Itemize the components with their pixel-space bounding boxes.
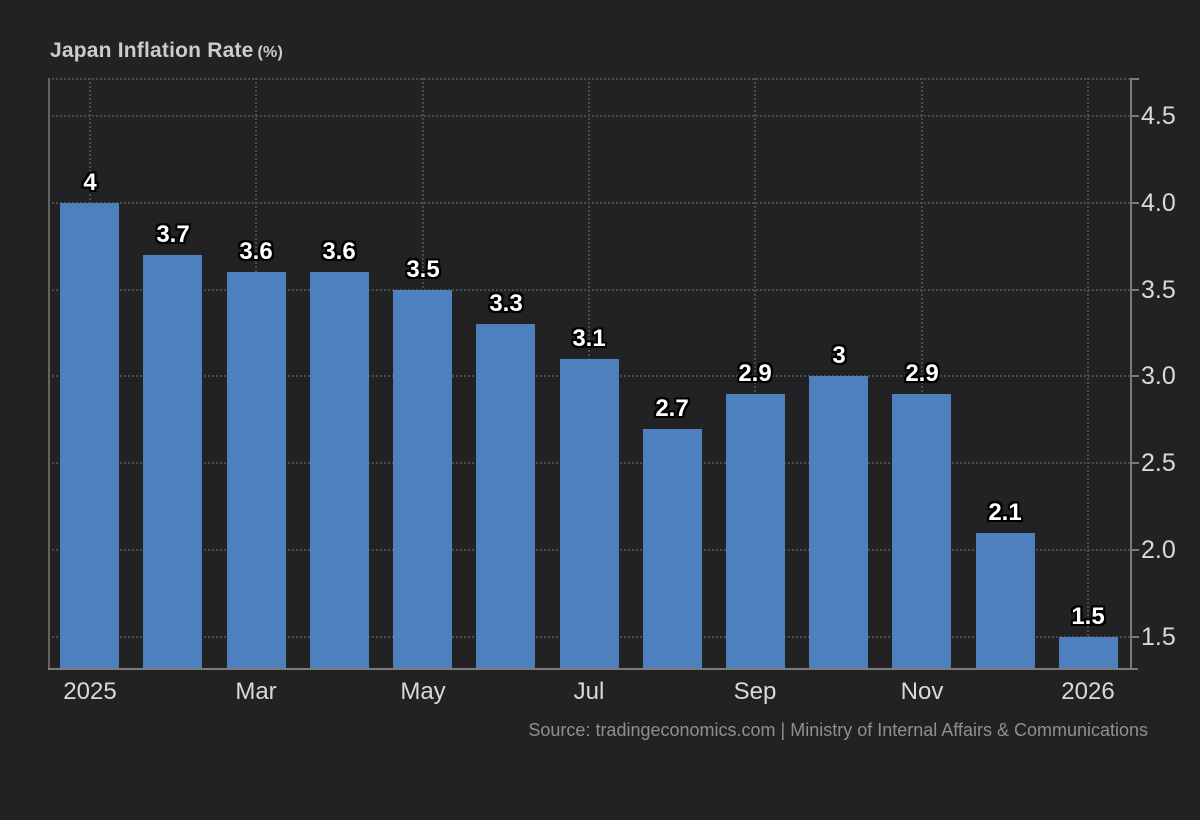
bar[interactable] [726,394,785,668]
bar[interactable] [227,272,286,668]
plot-left-border [48,78,50,668]
bar-value-label: 1.5 [1071,603,1105,630]
bar-value-label: 2.1 [988,499,1022,526]
bar-value-label: 2.9 [738,360,772,387]
y-axis-label: 4.5 [1141,102,1176,130]
y-axis-tick [1130,202,1139,204]
chart-title-text: Japan Inflation Rate [50,39,254,62]
chart-title-unit: (%) [257,44,284,61]
bar-value-label: 3.5 [406,256,440,283]
y-axis-label: 2.0 [1141,536,1176,564]
y-axis-label: 1.5 [1141,623,1176,651]
x-gridline [921,78,923,668]
y-axis-label: 2.5 [1141,449,1176,477]
bar-value-label: 2.9 [905,360,939,387]
chart-title: Japan Inflation Rate (%) [50,39,283,63]
y-axis-tick [1130,549,1139,551]
bar-value-label: 3 [832,342,846,369]
bar[interactable] [976,533,1035,668]
bar-value-label: 3.7 [156,221,190,248]
bar-value-label: 3.6 [239,238,273,265]
bar[interactable] [1059,637,1118,668]
x-axis-line [48,668,1138,670]
y-axis-label: 3.5 [1141,276,1176,304]
bar-value-label: 3.3 [489,290,523,317]
bar[interactable] [310,272,369,668]
bar-value-label: 4 [83,169,97,196]
bar[interactable] [809,376,868,668]
y-axis-tick [1130,115,1139,117]
y-axis-end-tick [1130,78,1139,80]
bar[interactable] [60,203,119,668]
x-axis-label: Nov [900,678,944,705]
x-gridline [754,78,756,668]
y-axis-label: 3.0 [1141,362,1176,390]
source-attribution: Source: tradingeconomics.com | Ministry … [528,720,1148,740]
y-axis-line [1130,78,1132,670]
bar[interactable] [143,255,202,668]
bar-value-label: 2.7 [655,395,689,422]
x-axis-label: 2026 [1061,678,1115,705]
x-axis-label: 2025 [63,678,117,705]
bar[interactable] [892,394,951,668]
x-axis-label: Mar [235,678,277,705]
y-axis-tick [1130,289,1139,291]
bar[interactable] [560,359,619,668]
bar[interactable] [393,290,452,668]
y-axis-tick [1130,636,1139,638]
x-axis-label: Sep [733,678,777,705]
x-axis-label: Jul [573,678,605,705]
bar[interactable] [643,429,702,668]
bar[interactable] [476,324,535,668]
y-axis-tick [1130,462,1139,464]
y-axis-label: 4.0 [1141,189,1176,217]
plot-area: 4 3.7 3.6 3.6 3.5 3.3 3.1 2.7 2.9 3 2.9 2.1 1.5 [48,78,1130,668]
y-axis-tick [1130,375,1139,377]
bar-value-label: 3.1 [572,325,606,352]
x-gridline [1087,78,1089,668]
bar-value-label: 3.6 [322,238,356,265]
x-axis-label: May [400,678,446,705]
